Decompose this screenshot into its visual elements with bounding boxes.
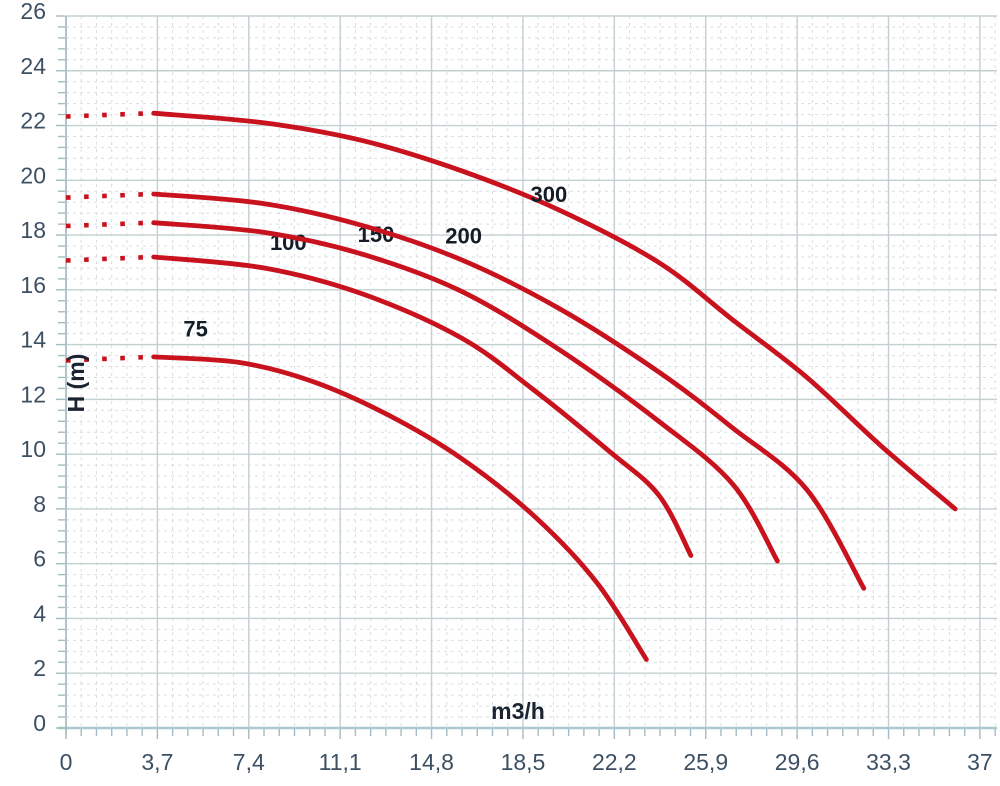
y-tick-label: 26 bbox=[20, 0, 46, 24]
curve-150 bbox=[151, 220, 780, 564]
series-300: 300 bbox=[65, 110, 958, 512]
x-tick-label: 29,6 bbox=[775, 749, 820, 775]
curve-label-75: 75 bbox=[183, 316, 207, 341]
axes bbox=[58, 16, 997, 735]
y-tick-label: 8 bbox=[33, 491, 46, 517]
x-tick-label: 7,4 bbox=[233, 749, 265, 775]
curve-200 bbox=[151, 191, 867, 591]
x-tick-label: 25,9 bbox=[683, 749, 728, 775]
y-tick-label: 14 bbox=[20, 327, 46, 353]
curve-100 bbox=[151, 254, 694, 558]
curve-label-200: 200 bbox=[445, 223, 482, 248]
x-tick-label: 37 bbox=[967, 749, 993, 775]
x-tick-labels: 0 3,7 7,4 11,1 14,8 18,5 22,2 25,9 29,6 33,3 37 bbox=[60, 749, 993, 775]
y-tick-label: 24 bbox=[20, 53, 46, 79]
grid-minor bbox=[66, 16, 997, 728]
y-axis-label: H (m) bbox=[63, 354, 89, 413]
y-tick-label: 18 bbox=[20, 217, 46, 243]
y-tick-label: 22 bbox=[20, 108, 46, 134]
x-tick-label: 11,1 bbox=[319, 749, 362, 775]
series-200: 200 bbox=[65, 191, 867, 591]
y-tick-label: 10 bbox=[20, 436, 46, 462]
y-tick-label: 16 bbox=[20, 272, 46, 298]
x-tick-label: 3,7 bbox=[141, 749, 173, 775]
x-tick-label: 0 bbox=[60, 749, 73, 775]
curve-300 bbox=[151, 110, 958, 512]
series-75: 75 bbox=[65, 316, 649, 662]
axis-ticks bbox=[56, 15, 996, 739]
x-axis-label: m3/h bbox=[491, 698, 545, 724]
x-tick-label: 33,3 bbox=[866, 749, 911, 775]
y-tick-label: 2 bbox=[33, 655, 46, 681]
y-tick-label: 0 bbox=[33, 710, 46, 736]
x-tick-label: 14,8 bbox=[409, 749, 454, 775]
y-tick-label: 4 bbox=[33, 600, 46, 626]
y-tick-label: 12 bbox=[20, 381, 46, 407]
y-tick-label: 6 bbox=[33, 546, 46, 572]
x-tick-label: 18,5 bbox=[501, 749, 546, 775]
y-tick-label: 20 bbox=[20, 162, 46, 188]
x-tick-label: 22,2 bbox=[592, 749, 637, 775]
curve-75 bbox=[151, 354, 649, 662]
curve-label-300: 300 bbox=[531, 182, 568, 207]
